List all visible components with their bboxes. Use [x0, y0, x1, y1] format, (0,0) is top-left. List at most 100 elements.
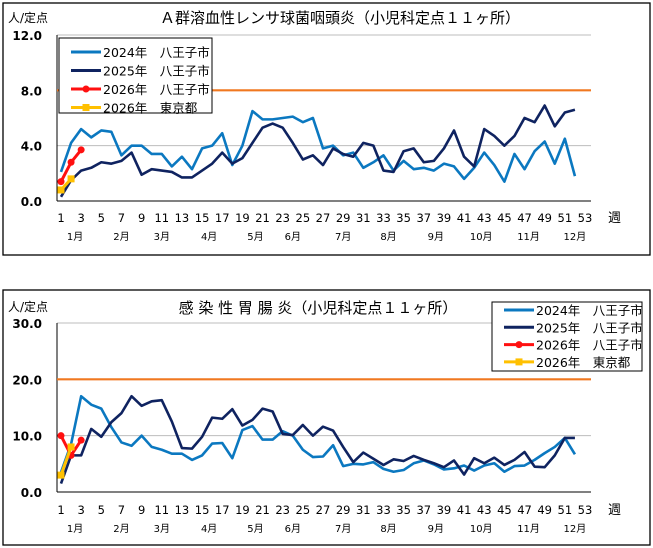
- legend-label: 2026年 八王子市: [536, 338, 643, 353]
- month-label: 11月: [517, 231, 540, 243]
- series-2026年-東京都: [57, 443, 75, 479]
- series-2026年-八王子市: [57, 146, 85, 186]
- y-axis-unit-label: 人/定点: [8, 10, 48, 25]
- data-point: [77, 146, 85, 154]
- legend-item: 2026年 東京都: [71, 101, 198, 116]
- legend-item: 2026年 八王子市: [71, 82, 210, 97]
- month-label: 1月: [67, 523, 83, 535]
- x-tick-label: 51: [558, 503, 573, 517]
- x-tick-label: 25: [296, 503, 311, 517]
- month-label: 10月: [470, 523, 493, 535]
- x-tick-label: 5: [98, 503, 105, 517]
- y-tick-label: 20.0: [12, 373, 42, 387]
- x-tick-label: 11: [154, 503, 169, 517]
- data-point: [67, 175, 75, 183]
- y-tick-label: 30.0: [12, 317, 42, 331]
- y-tick-label: 12.0: [12, 29, 42, 43]
- series-2026年-東京都: [57, 175, 75, 194]
- series-line: [59, 446, 73, 476]
- x-tick-label: 49: [537, 503, 552, 517]
- y-tick-label: 10.0: [12, 430, 42, 444]
- legend-item: 2026年 八王子市: [504, 338, 643, 353]
- x-tick-label: 41: [457, 503, 472, 517]
- x-tick-label: 53: [578, 503, 593, 517]
- x-tick-label: 35: [396, 211, 411, 225]
- data-point: [57, 471, 65, 479]
- x-tick-label: 11: [154, 211, 169, 225]
- x-tick-label: 15: [195, 211, 210, 225]
- x-tick-label: 29: [336, 503, 351, 517]
- x-tick-label: 19: [235, 503, 250, 517]
- legend-label: 2024年 八王子市: [536, 303, 643, 318]
- legend-box: [491, 301, 643, 372]
- y-tick-label: 4.0: [21, 140, 42, 154]
- legend-marker: [82, 85, 90, 93]
- legend-marker: [515, 358, 523, 366]
- series-2024年-八王子市: [59, 109, 577, 183]
- x-tick-label: 21: [255, 503, 270, 517]
- x-tick-label: 17: [215, 503, 230, 517]
- x-tick-label: 49: [537, 211, 552, 225]
- x-tick-label: 33: [376, 503, 391, 517]
- x-tick-label: 45: [497, 211, 512, 225]
- x-tick-label: 43: [477, 503, 492, 517]
- month-label: 6月: [285, 231, 301, 243]
- series-2025年-八王子市: [59, 104, 576, 198]
- x-tick-label: 3: [77, 211, 84, 225]
- x-axis-unit-label: 週: [608, 503, 621, 518]
- series-2024年-八王子市: [59, 394, 577, 474]
- x-tick-label: 13: [175, 211, 190, 225]
- data-point: [57, 186, 65, 194]
- chart-title: 感 染 性 胃 腸 炎（小児科定点１１ヶ所）: [179, 299, 458, 317]
- month-label: 7月: [335, 523, 351, 535]
- x-tick-label: 37: [416, 211, 431, 225]
- x-tick-label: 37: [416, 503, 431, 517]
- data-point: [67, 158, 75, 166]
- x-tick-label: 51: [558, 211, 573, 225]
- x-tick-label: 5: [98, 211, 105, 225]
- series-line: [59, 109, 577, 183]
- chart-2: 感 染 性 胃 腸 炎（小児科定点１１ヶ所） 人/定点 0.0 10.0 20.0 30.…: [2, 289, 651, 546]
- y-tick-label: 0.0: [21, 486, 42, 500]
- legend-item: 2026年 東京都: [504, 355, 631, 370]
- legend-item: 2024年 八王子市: [504, 303, 643, 318]
- x-tick-label: 23: [275, 211, 290, 225]
- x-tick-label: 53: [578, 211, 593, 225]
- x-axis-unit-label: 週: [608, 211, 621, 226]
- month-label: 5月: [247, 231, 263, 243]
- y-axis-unit-label: 人/定点: [8, 299, 48, 314]
- legend-label: 2025年 八王子市: [536, 320, 643, 335]
- month-label: 4月: [201, 231, 217, 243]
- legend-label: 2026年 東京都: [103, 101, 198, 116]
- legend-label: 2026年 東京都: [536, 355, 631, 370]
- x-tick-label: 13: [175, 503, 190, 517]
- month-label: 4月: [201, 523, 217, 535]
- month-label: 8月: [380, 231, 396, 243]
- month-label: 1月: [67, 231, 83, 243]
- month-label: 10月: [470, 231, 493, 243]
- month-label: 12月: [564, 523, 587, 535]
- month-label: 9月: [428, 523, 444, 535]
- data-point: [77, 436, 85, 444]
- x-tick-label: 27: [316, 503, 331, 517]
- x-tick-label: 39: [437, 211, 452, 225]
- x-tick-label: 29: [336, 211, 351, 225]
- x-tick-label: 35: [396, 503, 411, 517]
- x-tick-label: 41: [457, 211, 472, 225]
- data-point: [57, 178, 65, 186]
- y-tick-label: 8.0: [21, 84, 42, 98]
- legend-item: 2025年 八王子市: [71, 64, 210, 79]
- legend-item: 2025年 八王子市: [504, 320, 643, 335]
- legend-item: 2024年 八王子市: [71, 45, 210, 60]
- x-tick-label: 25: [296, 211, 311, 225]
- x-tick-label: 39: [437, 503, 452, 517]
- x-tick-label: 17: [215, 211, 230, 225]
- x-tick-label: 47: [517, 503, 532, 517]
- month-label: 5月: [247, 523, 263, 535]
- legend: 2024年 八王子市 2025年 八王子市 2026年 八王子市 2026年 東京都: [491, 301, 643, 372]
- x-tick-label: 1: [57, 211, 64, 225]
- x-tick-label: 9: [138, 503, 145, 517]
- month-label: 3月: [154, 231, 170, 243]
- x-tick-label: 45: [497, 503, 512, 517]
